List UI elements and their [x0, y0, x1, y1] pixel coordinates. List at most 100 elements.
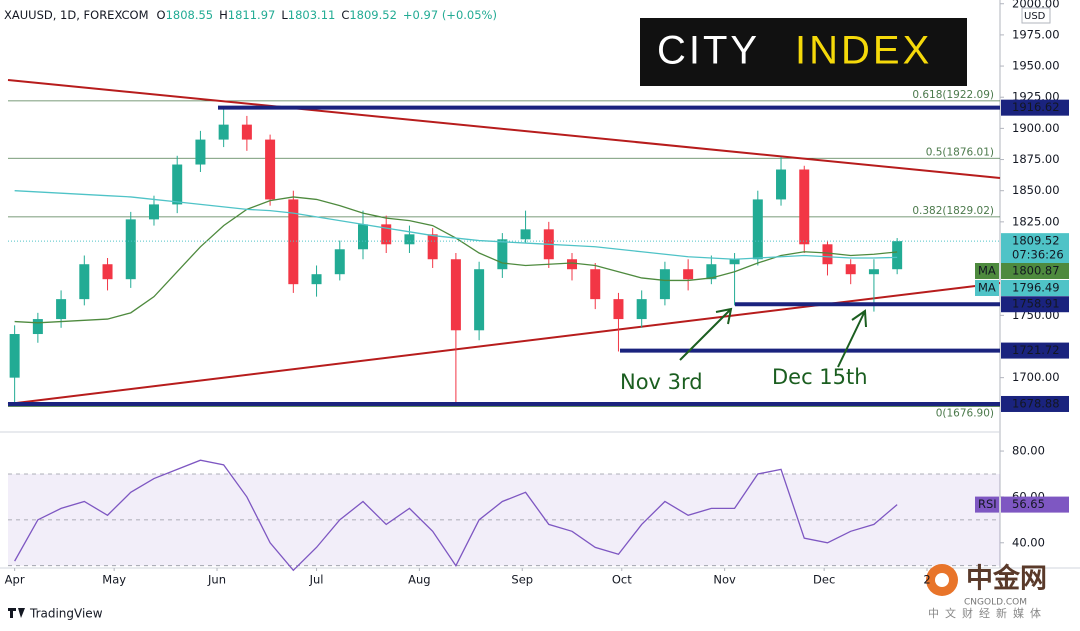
candle-body	[334, 249, 345, 275]
ma-tag	[1001, 263, 1069, 279]
candle-body	[520, 229, 531, 240]
change: +0.97 (+0.05%)	[403, 8, 497, 22]
ohlc-label: C	[341, 8, 349, 22]
candle-body	[172, 164, 183, 205]
candle-body	[799, 169, 810, 245]
y-tick-label: 1700.00	[1012, 370, 1060, 384]
arrow	[679, 307, 733, 361]
header: XAUUSD, 1D, FOREXCOM O1808.55 H1811.97 L180…	[4, 8, 497, 22]
x-tick-label: 2	[923, 573, 930, 587]
rsi-tag-text: 56.65	[1012, 497, 1045, 511]
y-tick-label: 1825.00	[1012, 214, 1060, 228]
annotation: Dec 15th	[772, 365, 868, 389]
ma-tag	[1001, 280, 1069, 296]
watermark-icon	[935, 573, 949, 587]
ohlc-label: L	[281, 8, 288, 22]
candle-body	[427, 234, 438, 260]
symbol: XAUUSD, 1D, FOREXCOM	[4, 8, 149, 22]
candle-body	[590, 269, 601, 300]
candle-body	[148, 204, 159, 220]
x-tick-label: Sep	[511, 573, 533, 587]
rsi-y-tick-label: 80.00	[1012, 444, 1045, 458]
arrow	[837, 309, 867, 368]
x-tick-label: Oct	[612, 573, 632, 587]
candle-body	[868, 269, 879, 275]
x-tick-label: Jun	[207, 573, 226, 587]
candle-body	[845, 264, 856, 275]
candle-body	[497, 239, 508, 270]
ma-tag-name-box	[975, 280, 999, 296]
arrows	[679, 307, 867, 368]
currency-box	[1021, 7, 1051, 24]
y-tick-label: 1975.00	[1012, 27, 1060, 41]
series-line	[14, 190, 898, 260]
ma-tag-text: 1796.49	[1012, 281, 1060, 295]
x-tick-label: May	[102, 573, 126, 587]
trend-line	[7, 79, 1001, 179]
logo-word: CITY	[657, 29, 760, 73]
ma-tag-name: MA	[978, 264, 996, 278]
candle-body	[241, 124, 252, 140]
level-tag	[1001, 99, 1069, 116]
ohlc-value: 1809.52	[349, 8, 397, 22]
candle-body	[613, 299, 624, 320]
candle-body	[311, 274, 322, 285]
candle-body	[636, 299, 647, 320]
candle-body	[404, 234, 415, 245]
y-tick-label: 1875.00	[1012, 152, 1060, 166]
candle-body	[776, 169, 787, 200]
ma-tag-name-box	[975, 263, 999, 279]
candle-body	[56, 299, 67, 320]
candle-body	[822, 244, 833, 265]
level-tag	[1001, 342, 1069, 359]
candle-body	[79, 264, 90, 300]
ohlc-value: 1811.97	[228, 8, 276, 22]
x-tick-label: Jul	[309, 573, 324, 587]
ohlc-label: O	[157, 8, 166, 22]
candle-body	[706, 264, 717, 280]
x-tick-label: Dec	[813, 573, 835, 587]
y-tick-label: 1850.00	[1012, 183, 1060, 197]
logo-word: INDEX	[795, 29, 932, 73]
candle-body	[125, 219, 136, 280]
level-tag-text: 1721.72	[1012, 343, 1060, 357]
candle-body	[752, 199, 763, 260]
x-tick-label: Apr	[5, 573, 25, 587]
candle-body	[381, 224, 392, 245]
candle-body	[729, 259, 740, 265]
level-tag	[1001, 395, 1069, 412]
candle-body	[102, 264, 113, 280]
brand: TradingView	[29, 607, 103, 621]
level-tag-text: 1758.91	[1012, 297, 1060, 311]
annotation: Nov 3rd	[620, 370, 703, 394]
x-tick-label: Aug	[408, 573, 430, 587]
watermark-tagline: 中文财经新媒体	[928, 606, 1047, 620]
candle-body	[357, 224, 368, 250]
ohlc-label: H	[219, 8, 228, 22]
watermark-site: CNGOLD.COM	[964, 598, 1027, 608]
fib-label: 0.382(1829.02)	[912, 205, 994, 217]
candle-body	[32, 319, 43, 335]
fib-label: 0.618(1922.09)	[912, 89, 994, 101]
watermark: 中金网	[966, 563, 1047, 595]
candle-body	[288, 199, 299, 285]
ma-tag-name: MA	[978, 281, 996, 295]
y-tick-label: 2000.00	[1012, 0, 1060, 10]
series-line	[14, 459, 898, 572]
rsi-name: RSI	[978, 497, 997, 511]
candle-body	[567, 259, 578, 270]
x-tick-label: Nov	[713, 573, 736, 587]
y-tick-label: 1950.00	[1012, 59, 1060, 73]
candle-body	[218, 124, 229, 140]
price-tag	[1001, 233, 1069, 264]
candle-body	[659, 269, 670, 300]
price-tag-text: 1809.52	[1012, 234, 1060, 248]
level-tag	[1001, 296, 1069, 313]
fib-label: 0.5(1876.01)	[926, 146, 994, 158]
level-tag-text: 1678.88	[1012, 396, 1060, 410]
candle-body	[683, 269, 694, 280]
ma-tag-text: 1800.87	[1012, 264, 1060, 278]
currency: USD	[1024, 11, 1046, 22]
